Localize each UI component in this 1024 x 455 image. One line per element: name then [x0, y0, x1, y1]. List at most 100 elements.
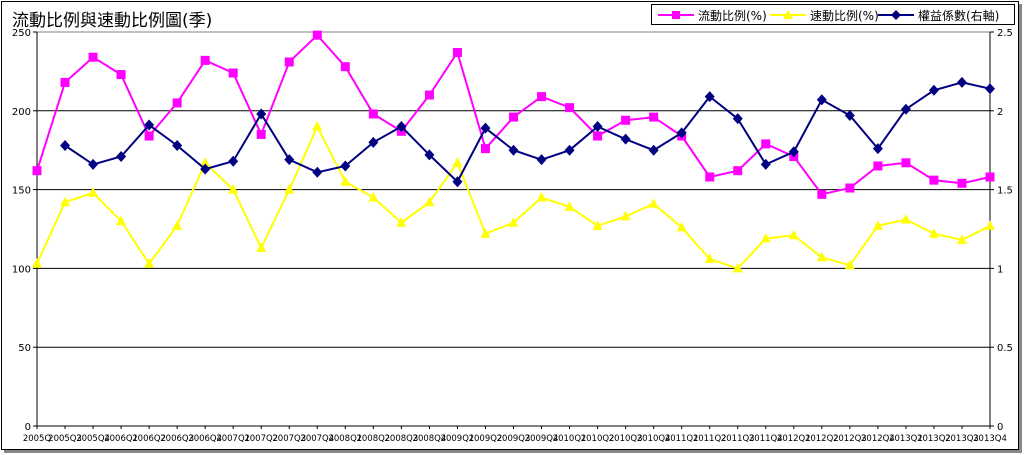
data-point [144, 131, 154, 141]
y-tick-label-right: 0.5 [997, 343, 1013, 354]
x-tick-label: 2007Q3 [272, 434, 306, 444]
x-tick-label: 2006Q4 [188, 434, 222, 444]
data-point [872, 220, 883, 230]
x-tick-label: 2009Q1 [441, 434, 475, 444]
y-tick-label-left: 50 [18, 343, 31, 354]
x-tick-label: 2013Q4 [973, 434, 1007, 444]
x-tick-label: 2011Q1 [665, 434, 699, 444]
data-point [816, 251, 827, 262]
data-point [116, 151, 127, 163]
data-point [256, 108, 267, 120]
data-point [956, 234, 967, 245]
data-point [956, 76, 967, 88]
y-tick-label-left: 200 [12, 107, 31, 118]
y-tick-label-right: 1 [997, 264, 1003, 275]
data-point [200, 157, 211, 167]
x-tick-label: 2009Q4 [525, 434, 559, 444]
x-tick-label: 2013Q2 [917, 434, 951, 444]
data-point [732, 113, 743, 125]
y-tick-label-left: 100 [12, 264, 31, 275]
x-tick-label: 2010Q2 [581, 434, 615, 444]
legend-label-equity-multiplier: 權益係數(右軸) [918, 9, 1000, 23]
x-tick-label: 2012Q2 [805, 434, 839, 444]
x-tick-label: 2007Q2 [244, 434, 278, 444]
y-tick-label-left: 0 [25, 422, 31, 433]
data-point [508, 144, 519, 156]
data-point [957, 178, 967, 188]
data-point [424, 149, 435, 161]
x-tick-label: 2008Q4 [413, 434, 447, 444]
data-point [424, 90, 434, 100]
legend-marker-triangle-icon [770, 10, 806, 19]
data-point [649, 112, 659, 122]
data-point [564, 201, 575, 211]
x-tick-label: 2013Q3 [945, 434, 979, 444]
x-tick-label: 2005Q4 [76, 434, 110, 444]
data-point [284, 154, 295, 166]
x-tick-label: 2012Q3 [833, 434, 867, 444]
data-point [340, 62, 350, 72]
data-point [872, 143, 883, 155]
data-point [620, 210, 631, 221]
y-tick-label-left: 250 [12, 28, 31, 39]
data-point [565, 103, 575, 113]
data-point [200, 55, 210, 65]
y-tick-label-right: 1.5 [997, 186, 1013, 197]
x-tick-label: 2012Q1 [777, 434, 811, 444]
legend-label-current-ratio: 流動比例(%) [698, 9, 767, 23]
legend-marker-square-icon [658, 11, 694, 19]
data-point [32, 166, 42, 176]
x-tick-label: 2006Q2 [132, 434, 166, 444]
data-point [60, 77, 70, 87]
data-point [228, 155, 239, 167]
data-point [816, 94, 827, 106]
data-point [116, 215, 127, 226]
data-point [537, 92, 547, 102]
data-point [817, 189, 827, 199]
legend-marker-diamond-icon [878, 10, 914, 20]
x-tick-label: 2009Q2 [469, 434, 503, 444]
data-point [928, 228, 939, 238]
data-point [621, 115, 631, 125]
data-point [845, 183, 855, 193]
data-point [985, 220, 995, 230]
x-tick-label: 2006Q1 [104, 434, 138, 444]
x-tick-label: 2008Q2 [356, 434, 390, 444]
data-point [452, 176, 463, 188]
data-point [732, 262, 743, 273]
data-point [396, 121, 407, 133]
data-point [200, 163, 211, 175]
data-point [536, 154, 547, 166]
y-tick-label-right: 2 [997, 107, 1003, 118]
x-tick-label: 2007Q4 [300, 434, 334, 444]
y-tick-label-left: 150 [12, 186, 31, 197]
data-point [144, 258, 155, 268]
data-point [116, 70, 126, 80]
data-point [592, 220, 603, 230]
data-point [480, 122, 491, 134]
data-point [900, 103, 911, 115]
data-point [985, 172, 995, 182]
data-point [676, 127, 687, 139]
data-point [144, 119, 155, 131]
data-point [985, 83, 995, 95]
data-point [60, 139, 71, 151]
x-tick-label: 2005Q3 [48, 434, 82, 444]
data-point [620, 133, 631, 145]
data-point [452, 157, 463, 167]
data-point [88, 52, 98, 62]
data-point [284, 57, 294, 67]
x-tick-label: 2011Q4 [749, 434, 783, 444]
x-tick-label: 2012Q4 [861, 434, 895, 444]
data-point [88, 187, 99, 197]
data-point [592, 121, 603, 133]
data-point [396, 217, 407, 227]
data-point [368, 191, 379, 202]
data-point [788, 229, 799, 240]
data-point [676, 221, 687, 232]
data-point [788, 146, 799, 158]
data-point [228, 68, 238, 78]
data-point [705, 172, 715, 182]
data-point [508, 217, 519, 227]
